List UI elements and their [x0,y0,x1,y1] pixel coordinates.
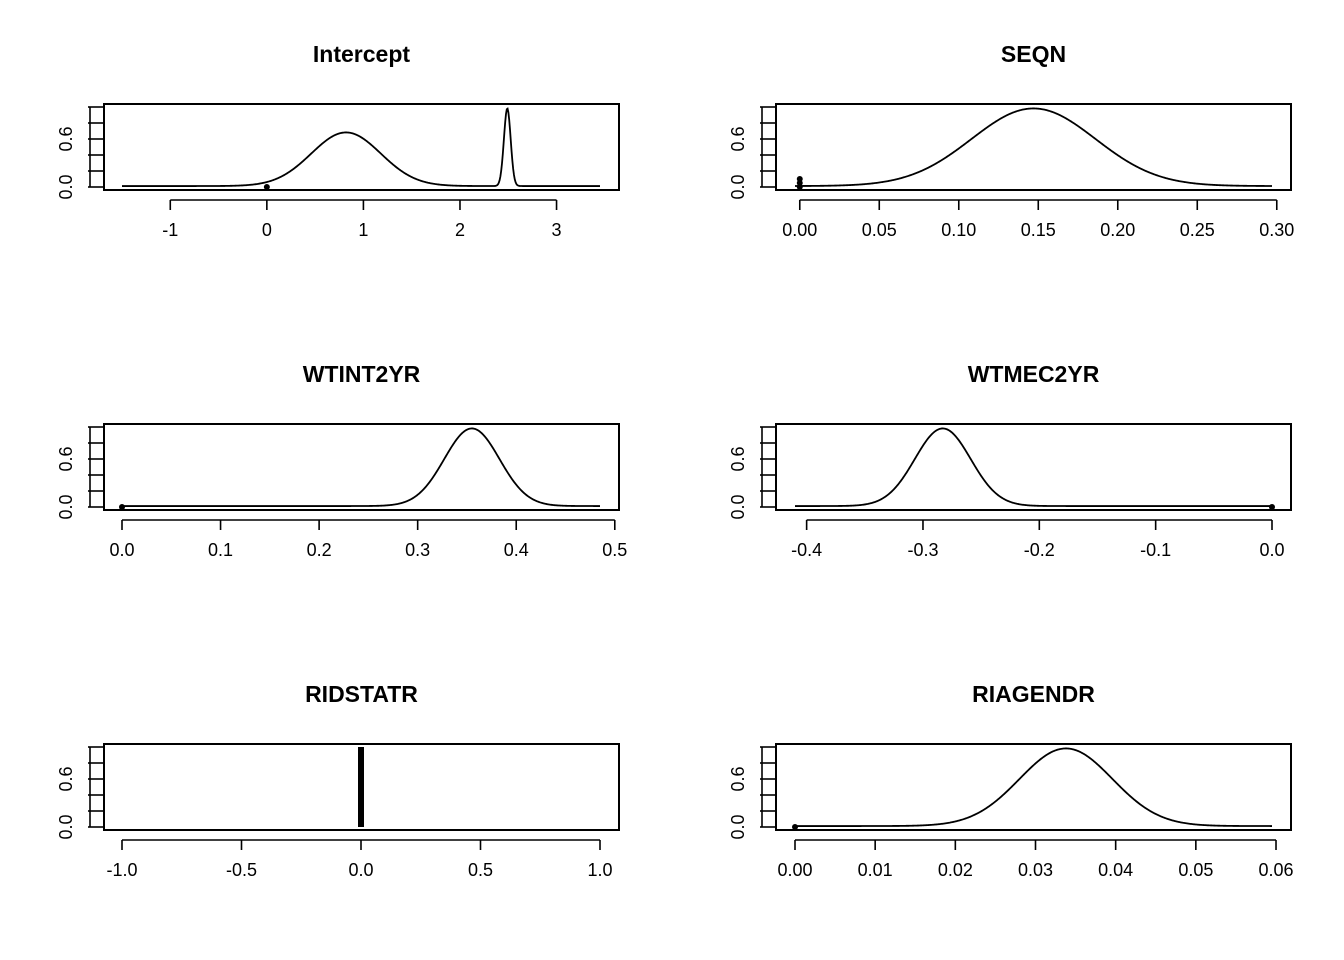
panel-intercept: Intercept -1 0 1 2 3 0.0 0.6 [56,41,620,240]
x-tick-label: 0.5 [602,540,627,560]
x-tick-label: -0.1 [1140,540,1171,560]
x-tick-label: 0.2 [307,540,332,560]
x-tick-label: 0.0 [109,540,134,560]
x-tick-label: 0.06 [1258,860,1293,880]
point-mass-marker [1269,504,1275,510]
x-tick-label: 0.00 [777,860,812,880]
x-tick-label: 0.30 [1259,220,1294,240]
plot-frame [775,743,1292,831]
density-curve [795,427,1272,507]
y-tick-label: 0.0 [56,814,76,839]
plot-frame [775,423,1292,511]
x-tick-label: 1.0 [587,860,612,880]
panel-wtmec2yr: WTMEC2YR -0.4 -0.3 -0.2 -0.1 0.0 0.0 0.6 [728,361,1292,560]
y-tick-label: 0.6 [56,766,76,791]
panel-title: RIDSTATR [305,681,418,707]
x-tick-label: -0.4 [791,540,822,560]
x-tick-label: 0.05 [862,220,897,240]
plot-frame [775,103,1292,191]
point-mass-marker [796,176,803,182]
y-tick-label: 0.0 [56,174,76,199]
x-tick-label: -0.2 [1024,540,1055,560]
y-tick-label: 0.6 [56,126,76,151]
x-tick-label: 3 [552,220,562,240]
x-tick-label: -1.0 [106,860,137,880]
y-tick-label: 0.6 [728,446,748,471]
density-curve [795,107,1272,187]
plot-frame [103,103,620,191]
x-tick-label: -0.5 [226,860,257,880]
x-tick-label: -0.3 [907,540,938,560]
x-tick-label: 0.0 [1259,540,1284,560]
x-tick-label: 0.4 [504,540,529,560]
x-tick-label: 0.10 [941,220,976,240]
x-tick-label: 0.1 [208,540,233,560]
x-tick-label: 0.3 [405,540,430,560]
density-curve [795,747,1272,827]
y-tick-label: 0.0 [56,494,76,519]
x-tick-label: 0.20 [1100,220,1135,240]
point-mass-marker [792,824,798,830]
x-tick-label: 0.05 [1178,860,1213,880]
x-tick-label: 1 [358,220,368,240]
panel-wtint2yr: WTINT2YR 0.0 0.1 0.2 0.3 0.4 0.5 0.0 0.6 [56,361,627,560]
point-mass-marker [263,184,270,190]
x-tick-label: 2 [455,220,465,240]
panel-title: SEQN [1001,41,1066,67]
x-tick-label: 0.04 [1098,860,1133,880]
panel-seqn: SEQN 0.00 0.05 0.10 0.15 0.20 0.25 0.30 0.0 0.6 [728,41,1294,240]
panel-title: RIAGENDR [972,681,1095,707]
density-curve [122,107,600,187]
point-mass-marker [119,504,125,510]
plot-frame [103,743,620,831]
y-tick-label: 0.6 [728,766,748,791]
y-tick-label: 0.6 [728,126,748,151]
x-tick-label: 0 [262,220,272,240]
y-tick-label: 0.6 [56,446,76,471]
y-tick-label: 0.0 [728,814,748,839]
plot-frame [103,423,620,511]
x-tick-label: 0.03 [1018,860,1053,880]
x-tick-label: 0.01 [858,860,893,880]
x-tick-label: 0.15 [1021,220,1056,240]
panel-title: Intercept [313,41,410,67]
x-tick-label: 0.02 [938,860,973,880]
x-tick-label: 0.00 [782,220,817,240]
y-tick-label: 0.0 [728,174,748,199]
panel-title: WTMEC2YR [968,361,1100,387]
x-tick-label: -1 [162,220,178,240]
x-tick-label: 0.5 [468,860,493,880]
panel-ridstatr: RIDSTATR -1.0 -0.5 0.0 0.5 1.0 0.0 0.6 [56,681,620,880]
density-curve [122,427,600,507]
x-tick-label: 0.25 [1180,220,1215,240]
panel-riagendr: RIAGENDR 0.00 0.01 0.02 0.03 0.04 0.05 0.06 0.0 0… [728,681,1294,880]
y-tick-label: 0.0 [728,494,748,519]
x-tick-label: 0.0 [348,860,373,880]
panel-title: WTINT2YR [303,361,421,387]
